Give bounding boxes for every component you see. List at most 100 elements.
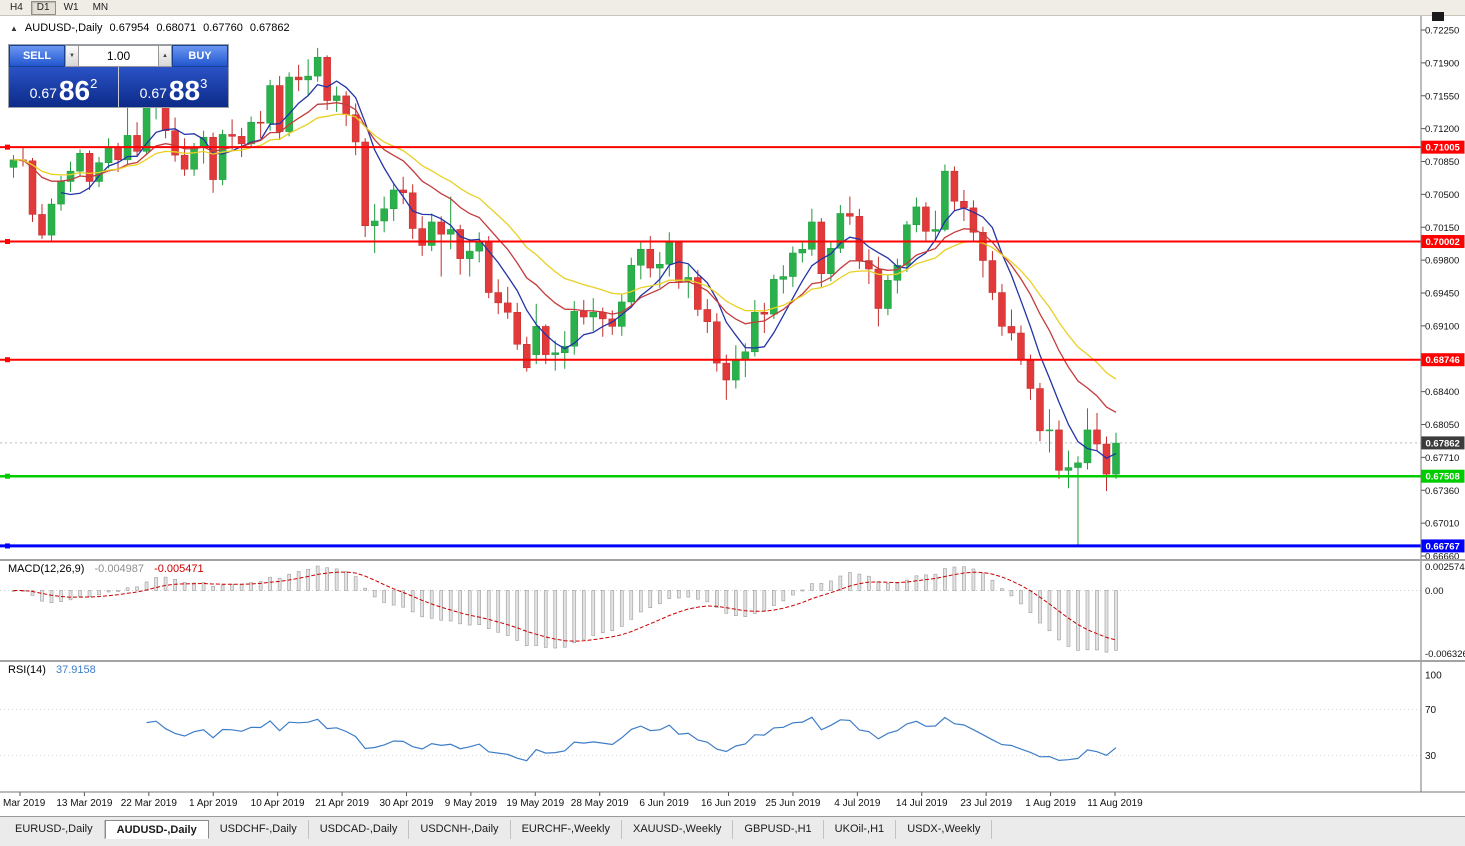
svg-text:0.72250: 0.72250 [1425,26,1459,37]
timeframe-toolbar: H4 D1 W1 MN [0,0,1465,16]
chart-canvas[interactable]: 0.72250 0.71900 0.71550 0.71200 0.70850 0.705… [0,16,1465,816]
sell-price-main: 0.67 [29,85,57,101]
svg-text:16 Jun 2019: 16 Jun 2019 [701,798,756,809]
chevron-up-icon: ▲ [162,53,168,59]
pane-separator-macd[interactable] [0,559,1465,561]
svg-text:13 Mar 2019: 13 Mar 2019 [56,798,113,809]
svg-text:11 Aug 2019: 11 Aug 2019 [1087,798,1143,809]
timeframe-button-w1[interactable]: W1 [63,1,79,13]
svg-text:0.66660: 0.66660 [1425,552,1459,563]
sell-price-point: 2 [90,76,98,91]
volume-down-button[interactable]: ▼ [65,45,79,67]
chart-tab-audusd-daily[interactable]: AUDUSD-,Daily [104,820,209,839]
buy-price-button[interactable]: 0.67 88 3 [119,67,228,107]
chevron-down-icon: ▼ [69,53,75,59]
timeframe-buttons: H4 D1 W1 MN [4,0,114,15]
ohlc-low: 0.67760 [203,22,243,34]
buy-price-pips: 88 [168,75,201,106]
chart-ohlc-header: ▲ AUDUSD-,Daily 0.67954 0.68071 0.67760 … [10,22,290,34]
svg-text:0.68050: 0.68050 [1425,420,1459,431]
svg-text:-0.006326: -0.006326 [1425,649,1465,660]
rsi-indicator-label: RSI(14) 37.9158 [8,664,96,676]
svg-text:0.002574: 0.002574 [1425,562,1465,573]
svg-text:1 Aug 2019: 1 Aug 2019 [1025,798,1076,809]
svg-text:0.70850: 0.70850 [1425,157,1459,168]
chart-tab-usdcnh-daily[interactable]: USDCNH-,Daily [409,820,511,839]
buy-price-point: 3 [200,76,208,91]
buy-button[interactable]: BUY [172,45,228,67]
macd-value: -0.004987 [94,563,145,575]
macd-signal-value: -0.005471 [154,563,204,575]
svg-text:0.71005: 0.71005 [1426,143,1461,154]
chart-tab-bar: EURUSD-,Daily AUDUSD-,Daily USDCHF-,Daily U… [0,816,1465,846]
svg-text:0.70002: 0.70002 [1426,237,1460,248]
one-click-trading-panel: SELL ▼ ▲ BUY 0.67 86 2 0.67 88 3 [8,44,229,108]
svg-text:0.71550: 0.71550 [1425,91,1459,102]
timeframe-button-h4[interactable]: H4 [10,1,23,13]
chart-tab-eurchf-weekly[interactable]: EURCHF-,Weekly [511,820,622,839]
pane-separator-rsi[interactable] [0,660,1465,662]
chart-tab-eurusd-daily[interactable]: EURUSD-,Daily [4,820,105,839]
chart-tab-xauusd-weekly[interactable]: XAUUSD-,Weekly [622,820,734,839]
chart-tab-usdchf-daily[interactable]: USDCHF-,Daily [209,820,309,839]
svg-text:0.67508: 0.67508 [1426,472,1460,483]
svg-text:25 Jun 2019: 25 Jun 2019 [765,798,820,809]
svg-text:21 Apr 2019: 21 Apr 2019 [315,798,369,809]
svg-text:0.69800: 0.69800 [1425,256,1459,267]
svg-text:0.68746: 0.68746 [1426,355,1460,366]
svg-text:30: 30 [1425,751,1437,762]
svg-text:0.67010: 0.67010 [1425,519,1459,530]
svg-text:22 Mar 2019: 22 Mar 2019 [121,798,178,809]
chart-window: 0.72250 0.71900 0.71550 0.71200 0.70850 0.705… [0,16,1465,816]
svg-text:100: 100 [1425,671,1442,682]
chart-tab-ukoil-h1[interactable]: UKOil-,H1 [824,820,897,839]
svg-text:4 Mar 2019: 4 Mar 2019 [0,798,46,809]
svg-text:19 May 2019: 19 May 2019 [506,798,564,809]
chart-tab-usdcad-daily[interactable]: USDCAD-,Daily [309,820,410,839]
svg-text:0.69100: 0.69100 [1425,321,1459,332]
sell-button[interactable]: SELL [9,45,65,67]
svg-text:28 May 2019: 28 May 2019 [571,798,629,809]
timeframe-button-d1[interactable]: D1 [30,0,56,15]
svg-text:30 Apr 2019: 30 Apr 2019 [380,798,434,809]
svg-text:0.67360: 0.67360 [1425,486,1459,497]
svg-text:0.71200: 0.71200 [1425,124,1459,135]
svg-text:4 Jul 2019: 4 Jul 2019 [834,798,881,809]
svg-text:10 Apr 2019: 10 Apr 2019 [251,798,305,809]
volume-input[interactable] [79,45,158,67]
svg-text:9 May 2019: 9 May 2019 [445,798,498,809]
ohlc-high: 0.68071 [156,22,197,34]
chart-symbol-period: AUDUSD-,Daily [24,22,103,34]
svg-text:0.70150: 0.70150 [1425,223,1459,234]
chart-tab-gbpusd-h1[interactable]: GBPUSD-,H1 [733,820,824,839]
buy-price-main: 0.67 [139,85,167,101]
svg-text:0.67710: 0.67710 [1425,453,1459,464]
svg-text:1 Apr 2019: 1 Apr 2019 [189,798,238,809]
rsi-value: 37.9158 [55,664,96,676]
svg-text:0.66767: 0.66767 [1426,541,1460,552]
chart-title-icon: ▲ [10,23,18,33]
macd-title: MACD(12,26,9) [8,563,85,575]
chart-tab-usdx-weekly[interactable]: USDX-,Weekly [896,820,993,839]
svg-text:6 Jun 2019: 6 Jun 2019 [639,798,689,809]
svg-text:70: 70 [1425,705,1437,716]
ohlc-open: 0.67954 [109,22,150,34]
ohlc-close: 0.67862 [249,22,290,34]
svg-text:0.00: 0.00 [1425,586,1444,597]
macd-indicator-label: MACD(12,26,9) -0.004987 -0.005471 [8,563,204,575]
time-axis[interactable] [0,793,1421,816]
sell-price-button[interactable]: 0.67 86 2 [9,67,118,107]
price-axis[interactable] [1421,16,1465,792]
svg-text:23 Jul 2019: 23 Jul 2019 [960,798,1012,809]
volume-up-button[interactable]: ▲ [158,45,172,67]
timeframe-button-mn[interactable]: MN [92,1,109,13]
svg-text:0.70500: 0.70500 [1425,190,1459,201]
svg-text:0.67862: 0.67862 [1426,438,1460,449]
chart-restore-button[interactable] [1432,12,1444,21]
svg-text:0.68400: 0.68400 [1425,387,1459,398]
svg-text:0.69450: 0.69450 [1425,289,1459,300]
rsi-title: RSI(14) [8,664,46,676]
sell-price-pips: 86 [58,75,91,106]
svg-text:14 Jul 2019: 14 Jul 2019 [896,798,948,809]
svg-text:0.71900: 0.71900 [1425,58,1459,69]
